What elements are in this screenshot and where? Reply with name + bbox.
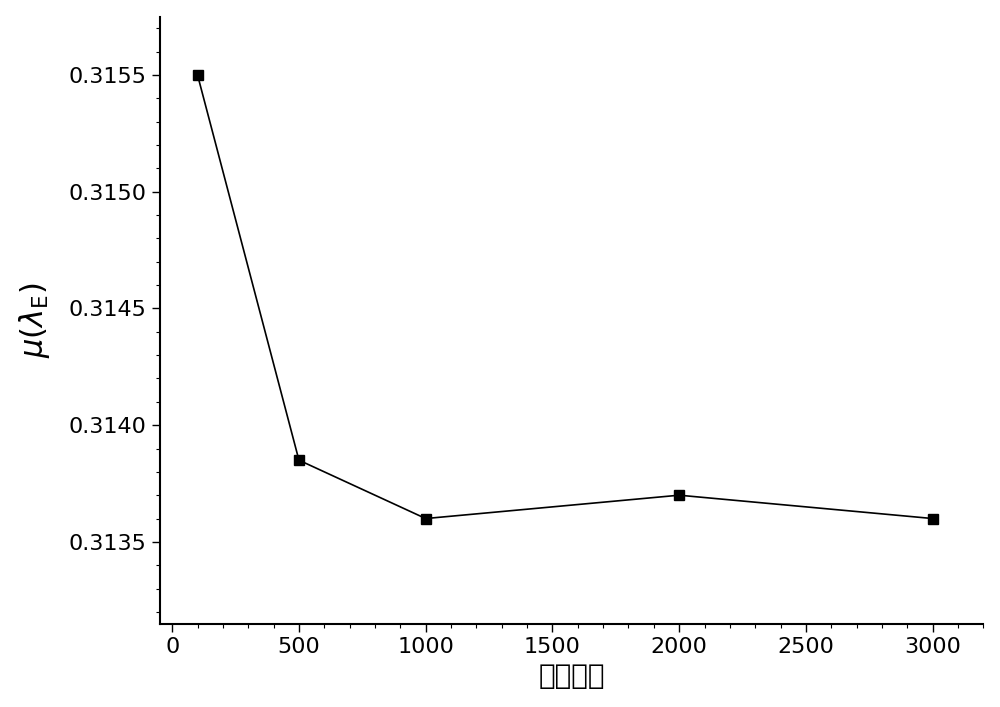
Y-axis label: $\mu(\lambda_{\rm E})$: $\mu(\lambda_{\rm E})$ bbox=[17, 282, 52, 358]
X-axis label: 样本数量: 样本数量 bbox=[538, 662, 605, 690]
